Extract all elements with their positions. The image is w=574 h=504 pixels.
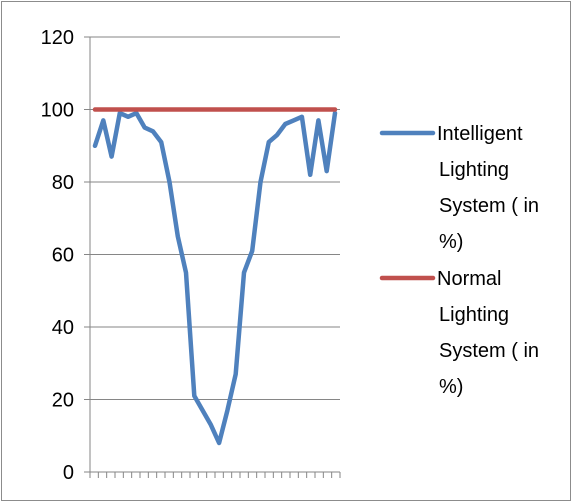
legend-label: System ( in (439, 195, 539, 217)
legend-label: Intelligent (437, 123, 523, 145)
y-tick-label: 40 (52, 317, 74, 339)
series-lines (92, 107, 338, 446)
y-tick-label: 100 (41, 100, 74, 122)
legend: Intelligent Lighting System ( in%) Normal Li… (379, 123, 539, 398)
legend-label: Normal (437, 268, 501, 290)
y-tick-label: 20 (52, 390, 74, 412)
legend-label: Lighting (439, 159, 509, 181)
y-tick-label: 0 (63, 462, 74, 484)
legend-label: System ( in (439, 340, 539, 362)
legend-label: Lighting (439, 304, 509, 326)
y-tick-label: 120 (41, 27, 74, 49)
y-tick-label: 80 (52, 172, 74, 194)
series-line-0 (92, 110, 338, 446)
x-ticks (89, 472, 341, 478)
legend-label: %) (439, 376, 463, 398)
legend-label: %) (439, 231, 463, 253)
y-tick-labels: 0 20 40 60 80 100 120 (41, 27, 74, 484)
gridlines (90, 36, 340, 400)
y-tick-label: 60 (52, 245, 74, 267)
